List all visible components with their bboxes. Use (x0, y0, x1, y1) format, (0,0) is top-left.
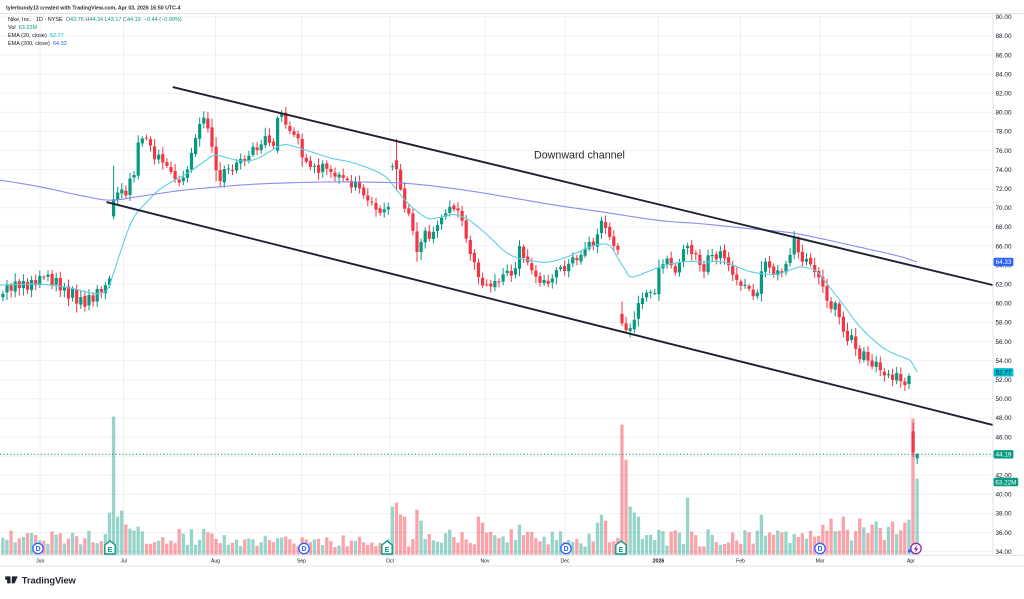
svg-text:60.00: 60.00 (996, 301, 1012, 308)
svg-text:36.00: 36.00 (996, 530, 1012, 537)
svg-text:E: E (619, 547, 624, 554)
svg-text:90.00: 90.00 (996, 14, 1012, 21)
svg-text:63.22M: 63.22M (995, 479, 1016, 486)
svg-text:Dec: Dec (560, 558, 570, 564)
svg-text:Nike, Inc. · 1D · NYSE O43.76: Nike, Inc. · 1D · NYSE O43.76 H44.34 L43… (8, 17, 182, 23)
svg-text:Downward channel: Downward channel (534, 150, 625, 162)
svg-text:64.33: 64.33 (996, 259, 1012, 266)
svg-text:EMA (20, close) 52.77: EMA (20, close) 52.77 (8, 33, 64, 39)
svg-text:86.00: 86.00 (996, 52, 1012, 59)
svg-text:Vol 63.22M: Vol 63.22M (8, 25, 37, 31)
svg-text:42.00: 42.00 (996, 473, 1012, 480)
svg-text:2026: 2026 (653, 558, 665, 564)
svg-text:Jun: Jun (36, 558, 44, 564)
svg-text:58.00: 58.00 (996, 320, 1012, 327)
svg-text:D: D (563, 546, 568, 553)
svg-text:62.00: 62.00 (996, 282, 1012, 289)
svg-text:Nov: Nov (480, 558, 490, 564)
svg-text:34.00: 34.00 (996, 549, 1012, 556)
svg-text:44.19: 44.19 (996, 452, 1012, 459)
svg-text:Aug: Aug (211, 558, 220, 564)
svg-text:Jul: Jul (120, 558, 127, 564)
svg-text:Oct: Oct (386, 558, 395, 564)
svg-text:48.00: 48.00 (996, 415, 1012, 422)
svg-text:72.00: 72.00 (996, 186, 1012, 193)
svg-text:Apr: Apr (907, 558, 915, 564)
svg-text:Mar: Mar (816, 558, 825, 564)
svg-text:52.77: 52.77 (996, 370, 1012, 377)
svg-text:E: E (108, 547, 113, 554)
svg-text:46.00: 46.00 (996, 434, 1012, 441)
svg-text:50.00: 50.00 (996, 396, 1012, 403)
svg-text:40.00: 40.00 (996, 492, 1012, 499)
svg-text:EMA (200, close) 64.33: EMA (200, close) 64.33 (8, 41, 67, 47)
svg-text:E: E (385, 547, 390, 554)
svg-text:54.00: 54.00 (996, 358, 1012, 365)
svg-text:Feb: Feb (736, 558, 745, 564)
svg-text:78.00: 78.00 (996, 129, 1012, 136)
svg-text:38.00: 38.00 (996, 511, 1012, 518)
svg-text:66.00: 66.00 (996, 243, 1012, 250)
svg-text:88.00: 88.00 (996, 33, 1012, 40)
svg-text:tylerbundy13 created with Trad: tylerbundy13 created with TradingView.co… (6, 5, 181, 11)
svg-text:82.00: 82.00 (996, 91, 1012, 98)
svg-text:D: D (35, 546, 40, 553)
svg-text:56.00: 56.00 (996, 339, 1012, 346)
svg-text:70.00: 70.00 (996, 205, 1012, 212)
svg-text:76.00: 76.00 (996, 148, 1012, 155)
svg-text:Sep: Sep (297, 558, 306, 564)
svg-text:52.00: 52.00 (996, 377, 1012, 384)
svg-text:TradingView: TradingView (22, 574, 77, 585)
svg-text:80.00: 80.00 (996, 110, 1012, 117)
svg-text:D: D (301, 546, 306, 553)
svg-text:84.00: 84.00 (996, 71, 1012, 78)
svg-text:68.00: 68.00 (996, 224, 1012, 231)
svg-text:74.00: 74.00 (996, 167, 1012, 174)
svg-text:D: D (817, 546, 822, 553)
